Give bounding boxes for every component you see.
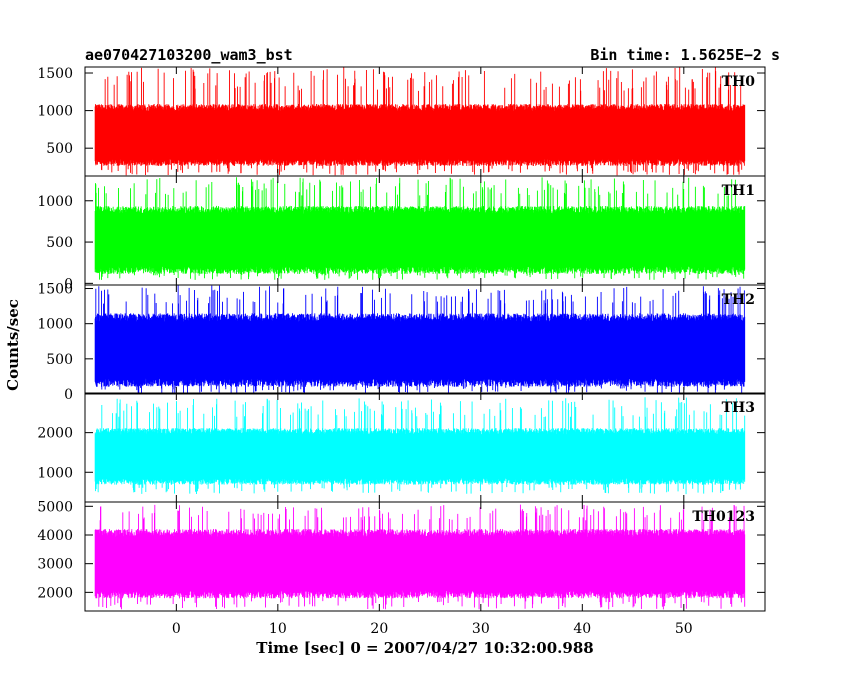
signal-core-th0123 <box>95 546 745 582</box>
y-tick-label: 1500 <box>37 66 73 82</box>
y-axis-label: Counts/sec <box>4 299 22 391</box>
y-tick-label: 500 <box>46 141 73 157</box>
y-tick-label: 0 <box>64 387 73 403</box>
y-tick-label: 1000 <box>37 465 73 481</box>
signal-core-th3 <box>95 442 745 471</box>
signal-core-th0 <box>95 119 745 151</box>
y-tick-label: 5000 <box>37 499 73 515</box>
y-tick-label: 1500 <box>37 282 73 298</box>
panel-label-th1: TH1 <box>722 183 755 199</box>
y-tick-label: 4000 <box>37 528 73 544</box>
y-tick-label: 1000 <box>37 104 73 120</box>
panel-frame-th2 <box>84 284 766 395</box>
x-tick-label: 30 <box>472 621 490 637</box>
y-tick-label: 500 <box>46 235 73 251</box>
panel-label-th0: TH0 <box>722 74 756 90</box>
panel-label-th2: TH2 <box>722 292 755 308</box>
panel-th1: 0 500 1000 TH1 <box>37 175 766 292</box>
plot-title-left: ae070427103200_wam3_bst <box>85 46 293 64</box>
signal-core-th2 <box>95 331 745 369</box>
y-tick-label: 2000 <box>37 585 73 601</box>
panel-label-th0123: TH0123 <box>692 509 755 525</box>
y-tick-label: 1000 <box>37 194 73 210</box>
panel-th0: 500 1000 1500 TH0 <box>37 66 766 177</box>
y-tick-label: 1000 <box>37 317 73 333</box>
signal-core-th1 <box>95 222 745 258</box>
y-tick-label: 500 <box>46 352 73 368</box>
panel-label-th3: TH3 <box>722 400 755 416</box>
x-tick-label: 40 <box>573 621 591 637</box>
panel-th0123: 2000 3000 4000 5000 TH0123 <box>37 499 766 612</box>
panel-frame-th0123 <box>84 501 766 612</box>
x-tick-label: 0 <box>172 621 181 637</box>
panels-layer: 500 1000 1500 TH0 0 500 1000 TH1 0 500 1000 1500 TH2… <box>37 66 766 612</box>
x-tick-label: 20 <box>370 621 388 637</box>
y-tick-label: 0 <box>64 276 73 292</box>
plot-title-right: Bin time: 1.5625E−2 s <box>590 46 780 64</box>
y-tick-label: 2000 <box>37 426 73 442</box>
y-tick-label: 3000 <box>37 557 73 573</box>
x-tick-label: 10 <box>269 621 287 637</box>
panel-th3: 1000 2000 TH3 <box>37 392 766 503</box>
x-tick-label: 50 <box>675 621 693 637</box>
panel-th2: 0 500 1000 1500 TH2 <box>37 282 766 403</box>
x-axis-label: Time [sec] 0 = 2007/04/27 10:32:00.988 <box>256 639 593 657</box>
x-axis: 0 10 20 30 40 50 <box>172 621 693 637</box>
